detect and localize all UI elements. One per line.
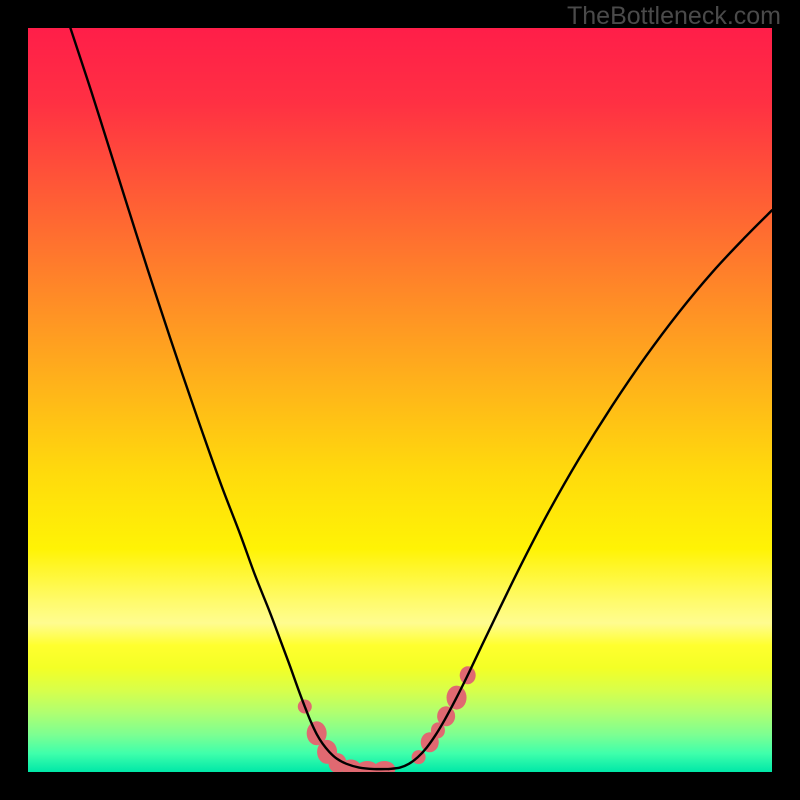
marker-left-6 — [373, 761, 395, 772]
watermark-text: TheBottleneck.com — [567, 2, 781, 31]
plot-area — [28, 28, 772, 772]
curve-left-branch — [70, 28, 388, 769]
curve-layer — [28, 28, 772, 772]
curve-right-branch — [389, 210, 772, 769]
